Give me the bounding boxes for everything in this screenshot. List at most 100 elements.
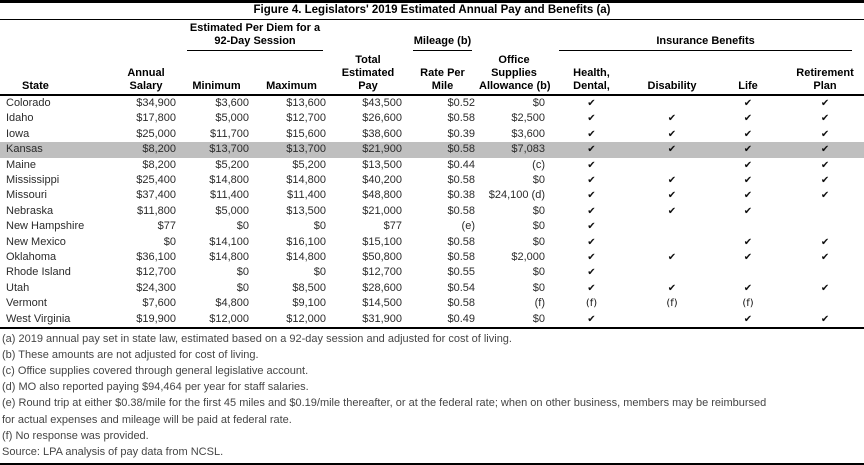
cell-minimum: $14,800 bbox=[209, 251, 249, 264]
cell-health: ✔ bbox=[587, 221, 596, 233]
cell-minimum: $14,800 bbox=[209, 174, 249, 187]
cell-retirement: ✔ bbox=[820, 190, 830, 202]
per-diem-group-header: Estimated Per Diem for a 92-Day Session bbox=[180, 20, 330, 51]
cell-annual-salary: $34,900 bbox=[136, 97, 176, 109]
cell-disability bbox=[634, 158, 710, 173]
cell-retirement: ✔ bbox=[820, 144, 830, 156]
table-row-highlighted: Kansas $8,200 $13,700 $13,700 $21,900 $0.58 $7… bbox=[0, 142, 864, 158]
table-row: Colorado $34,900 $3,600 $13,600 $43,500 $0.52… bbox=[0, 95, 864, 111]
cell-life bbox=[710, 265, 786, 280]
cell-rate: $0.58 bbox=[447, 112, 475, 125]
cell-office: $0 bbox=[532, 281, 545, 294]
cell-life: ✔ bbox=[743, 190, 753, 202]
cell-disability: ✔ bbox=[667, 175, 677, 187]
cell-maximum: $14,800 bbox=[286, 174, 326, 187]
cell-annual-salary: $8,200 bbox=[142, 158, 176, 171]
cell-state: Kansas bbox=[6, 143, 43, 156]
cell-disability: ✔ bbox=[667, 252, 677, 264]
cell-office: $0 bbox=[532, 174, 545, 187]
cell-total-pay: $21,000 bbox=[362, 204, 402, 217]
footnote-line: for actual expenses and mileage will be … bbox=[2, 413, 292, 426]
cell-rate: (e) bbox=[461, 220, 475, 233]
cell-rate: $0.55 bbox=[447, 266, 475, 279]
table-row: New Hampshire $77 $0 $0 $77 (e) $0 ✔ bbox=[0, 219, 864, 234]
cell-disability bbox=[634, 235, 710, 250]
cell-office: (c) bbox=[532, 158, 545, 171]
cell-total-pay: $48,800 bbox=[362, 189, 402, 202]
cell-annual-salary: $24,300 bbox=[136, 281, 176, 294]
cell-annual-salary: $25,400 bbox=[136, 174, 176, 187]
cell-maximum: $16,100 bbox=[286, 235, 326, 248]
table-row: Idaho $17,800 $5,000 $12,700 $26,600 $0.58 $2,… bbox=[0, 111, 864, 126]
cell-life: ✔ bbox=[743, 144, 753, 156]
cell-minimum: $12,000 bbox=[209, 312, 249, 325]
cell-life: ✔ bbox=[743, 252, 753, 264]
cell-disability bbox=[634, 265, 710, 280]
cell-total-pay: $13,500 bbox=[362, 158, 402, 171]
cell-total-pay: $43,500 bbox=[362, 97, 402, 109]
footnote-line: (a) 2019 annual pay set in state law, es… bbox=[2, 333, 512, 346]
footnote-line: (e) Round trip at either $0.38/mile for … bbox=[2, 397, 767, 410]
cell-maximum: $11,400 bbox=[287, 189, 326, 202]
cell-maximum: $14,800 bbox=[286, 251, 326, 264]
cell-total-pay: $50,800 bbox=[362, 251, 402, 264]
col-header-office-supplies: Office Supplies Allowance (b) bbox=[479, 54, 551, 92]
cell-disability bbox=[634, 312, 710, 328]
cell-state: New Hampshire bbox=[6, 220, 85, 233]
cell-retirement: ✔ bbox=[820, 313, 830, 325]
cell-office: $24,100 (d) bbox=[488, 189, 545, 202]
table-row: Maine $8,200 $5,200 $5,200 $13,500 $0.44 (c) ✔ ✔… bbox=[0, 158, 864, 173]
cell-disability bbox=[634, 95, 710, 111]
col-header-health-dental: Health, Dental, bbox=[573, 67, 610, 92]
cell-maximum: $12,000 bbox=[286, 312, 326, 325]
cell-retirement bbox=[786, 219, 864, 234]
cell-retirement: ✔ bbox=[820, 128, 830, 140]
footnote-line: (c) Office supplies covered through gene… bbox=[2, 365, 309, 378]
cell-state: New Mexico bbox=[6, 235, 66, 248]
cell-minimum: $4,800 bbox=[215, 297, 249, 310]
cell-retirement: ✔ bbox=[820, 113, 830, 125]
cell-total-pay: $40,200 bbox=[362, 174, 402, 187]
cell-state: Utah bbox=[6, 281, 30, 294]
cell-health: ✔ bbox=[587, 159, 596, 171]
cell-life: ✔ bbox=[743, 313, 753, 325]
col-header-life: Life bbox=[738, 80, 758, 92]
per-diem-group-line1: Estimated Per Diem for a bbox=[189, 22, 321, 34]
cell-health: ✔ bbox=[587, 144, 596, 156]
cell-annual-salary: $25,000 bbox=[136, 127, 176, 140]
cell-rate: $0.52 bbox=[447, 97, 475, 109]
cell-retirement: ✔ bbox=[820, 252, 830, 264]
cell-state: Rhode Island bbox=[6, 266, 71, 279]
cell-rate: $0.58 bbox=[447, 235, 475, 248]
cell-life: ✔ bbox=[743, 205, 753, 217]
cell-life: ✔ bbox=[743, 128, 753, 140]
cell-total-pay: $21,900 bbox=[362, 143, 402, 156]
cell-maximum: $13,700 bbox=[286, 143, 326, 156]
cell-rate: $0.58 bbox=[447, 297, 475, 310]
cell-minimum: $11,700 bbox=[210, 127, 249, 140]
cell-disability: ✔ bbox=[667, 282, 677, 294]
cell-total-pay: $12,700 bbox=[362, 266, 402, 279]
col-header-rate-per-mile: Rate Per Mile bbox=[420, 67, 465, 92]
cell-state: Mississippi bbox=[6, 174, 60, 187]
cell-rate: $0.44 bbox=[447, 158, 475, 171]
cell-retirement: ✔ bbox=[820, 98, 830, 109]
cell-minimum: $14,100 bbox=[209, 235, 249, 248]
table-header: Estimated Per Diem for a 92-Day Session … bbox=[0, 20, 864, 95]
cell-minimum: $0 bbox=[236, 266, 249, 279]
cell-total-pay: $26,600 bbox=[362, 112, 402, 125]
table-row: Iowa $25,000 $11,700 $15,600 $38,600 $0.39 $3,… bbox=[0, 127, 864, 142]
cell-office: $2,500 bbox=[511, 112, 545, 125]
table-row: Utah $24,300 $0 $8,500 $28,600 $0.54 $0 ✔ ✔ ✔ ✔ bbox=[0, 281, 864, 296]
cell-annual-salary: $37,400 bbox=[136, 189, 176, 202]
cell-state: West Virginia bbox=[6, 312, 71, 325]
cell-rate: $0.39 bbox=[447, 127, 475, 140]
cell-office: $3,600 bbox=[511, 127, 545, 140]
cell-total-pay: $14,500 bbox=[362, 297, 402, 310]
cell-health: ✔ bbox=[587, 282, 596, 294]
cell-state: Maine bbox=[6, 158, 36, 171]
footnote-line: (b) These amounts are not adjusted for c… bbox=[2, 349, 259, 362]
cell-rate: $0.58 bbox=[447, 174, 475, 187]
cell-state: Missouri bbox=[6, 189, 47, 202]
